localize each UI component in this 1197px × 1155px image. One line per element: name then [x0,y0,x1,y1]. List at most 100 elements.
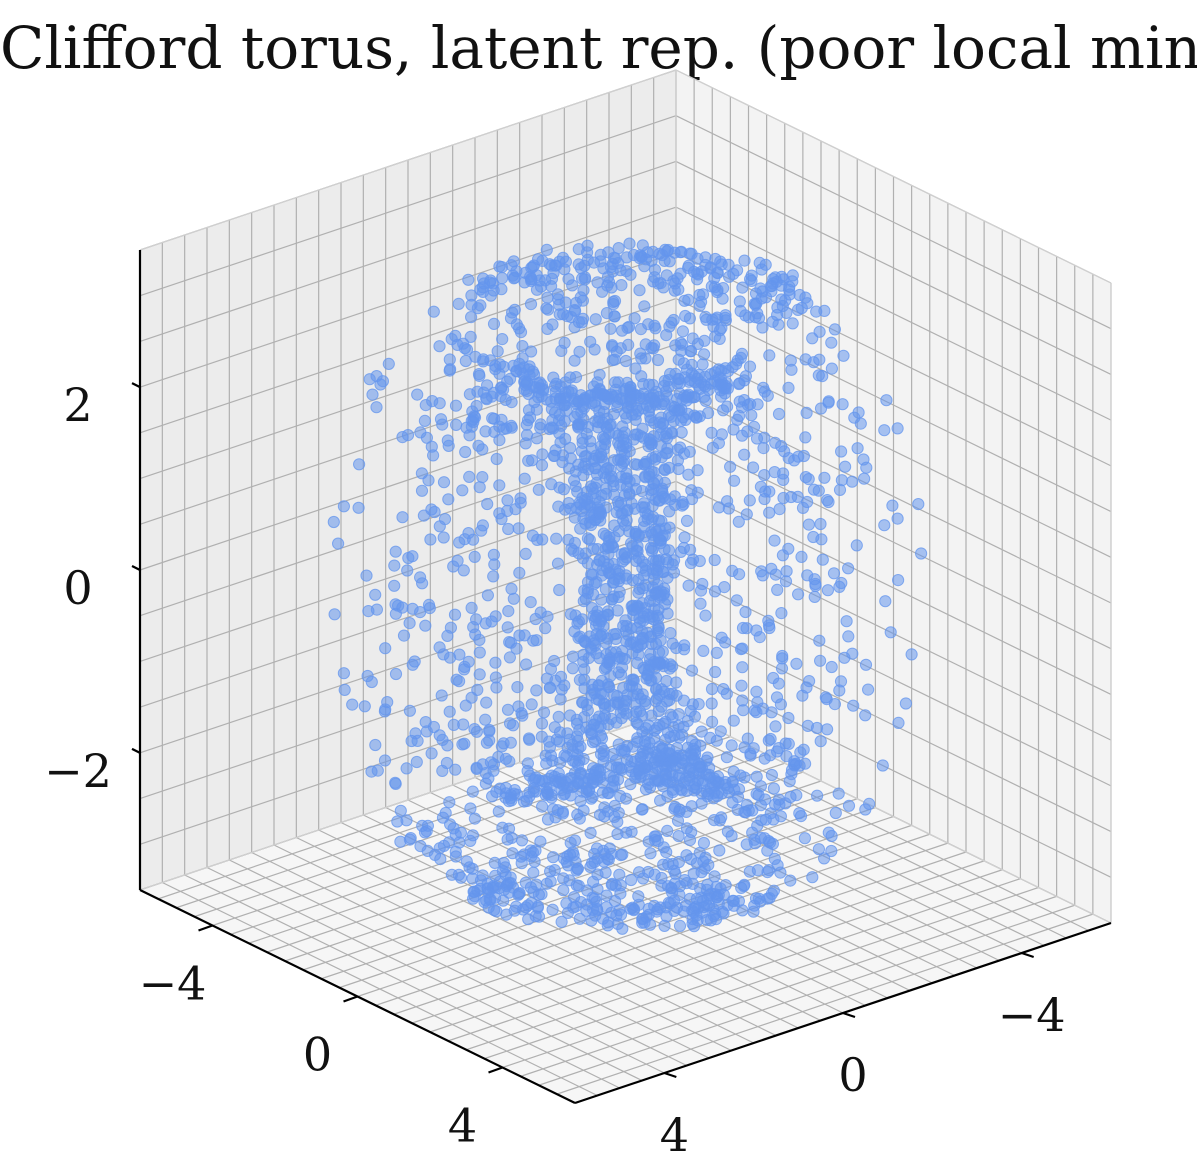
scatter-point [684,345,697,358]
scatter-point [671,741,684,755]
scatter-point [773,798,786,811]
scatter-point [365,765,378,778]
scatter-point [606,354,619,367]
scatter-point [606,265,619,278]
scatter-point [825,660,838,674]
scatter-point [601,412,614,425]
scatter-point [564,441,577,455]
scatter-point [786,269,799,282]
scatter-point [670,641,683,655]
scatter-point [555,915,568,929]
scatter-point [453,648,466,661]
scatter-point [394,835,407,848]
scatter-point [706,715,719,729]
scatter-point [594,720,607,733]
z-tick-label: 2 [63,378,92,432]
scatter-point [808,573,821,586]
scatter-point [780,565,793,578]
scatter-point [588,847,601,861]
scatter-point [536,800,549,813]
scatter-point [673,805,686,818]
scatter-point [608,310,621,323]
scatter-point [686,904,699,917]
scatter-point [369,588,382,601]
scatter-point [642,318,655,331]
scatter-point [828,323,842,336]
scatter-point [674,545,687,559]
scatter-point [624,778,637,791]
scatter-point [634,692,647,705]
scatter-point [466,862,479,875]
scatter-point [795,550,808,564]
scatter-point [434,853,447,866]
scatter-point [777,473,790,486]
x-tick-label: −4 [139,957,207,1011]
scatter-point [548,449,561,462]
scatter-point [625,873,638,887]
scatter-point [625,825,638,838]
scatter-point [799,431,812,444]
scatter-point [671,454,685,467]
scatter-point [716,292,729,305]
scatter-point [414,840,427,853]
scatter-point [518,629,531,642]
scatter-point [785,490,798,504]
scatter-point [741,732,754,745]
scatter-point [468,885,481,898]
grid-line [675,160,1112,375]
chart-title: Clifford torus, latent rep. (poor local … [0,14,1197,82]
scatter-point [673,919,687,933]
scatter-point [458,342,471,355]
scatter-point [761,389,774,402]
scatter-point [801,297,814,310]
scatter-point [503,651,516,664]
scatter-point [541,291,554,304]
scatter-point [382,357,395,370]
scatter-point [756,569,769,582]
scatter-point [352,501,365,514]
scatter-point [515,850,528,863]
scatter-point [519,547,532,561]
scatter-point [788,759,801,772]
scatter-point [388,579,401,592]
scatter-point [358,700,371,713]
scatter-point [876,759,889,772]
scatter-point [661,824,674,838]
scatter-point [631,545,644,558]
scatter-point [680,822,694,835]
scatter-point [768,534,781,547]
scatter-point [628,312,641,325]
scatter-point [648,263,662,276]
scatter-point [540,757,553,770]
scatter-point [540,672,554,685]
scatter-point [899,697,913,710]
scatter-point [596,431,610,444]
scatter-point [419,619,432,632]
scatter-point [595,741,608,755]
scatter-point [652,622,665,635]
scatter-point [535,717,549,730]
scatter-point [532,483,545,496]
scatter-point [634,430,647,443]
scatter-point [818,852,831,865]
scatter-point [493,479,506,492]
scatter-points [327,237,928,935]
scatter-point [628,755,641,768]
scatter-point [495,512,508,526]
scatter-point [487,758,500,771]
scatter-point [712,501,726,514]
scatter-point [337,667,350,680]
scatter-point [486,790,499,803]
scatter-point [713,844,726,857]
scatter-point [598,801,611,814]
scatter-point [573,345,586,358]
scatter-point [842,630,855,643]
scatter-point [447,560,460,573]
scatter-point [655,879,668,892]
scatter-point [600,648,613,661]
scatter-point [540,243,553,256]
scatter-point [799,757,812,770]
scatter-point [776,649,789,663]
scatter-point [545,395,558,408]
scatter-point [417,509,430,522]
